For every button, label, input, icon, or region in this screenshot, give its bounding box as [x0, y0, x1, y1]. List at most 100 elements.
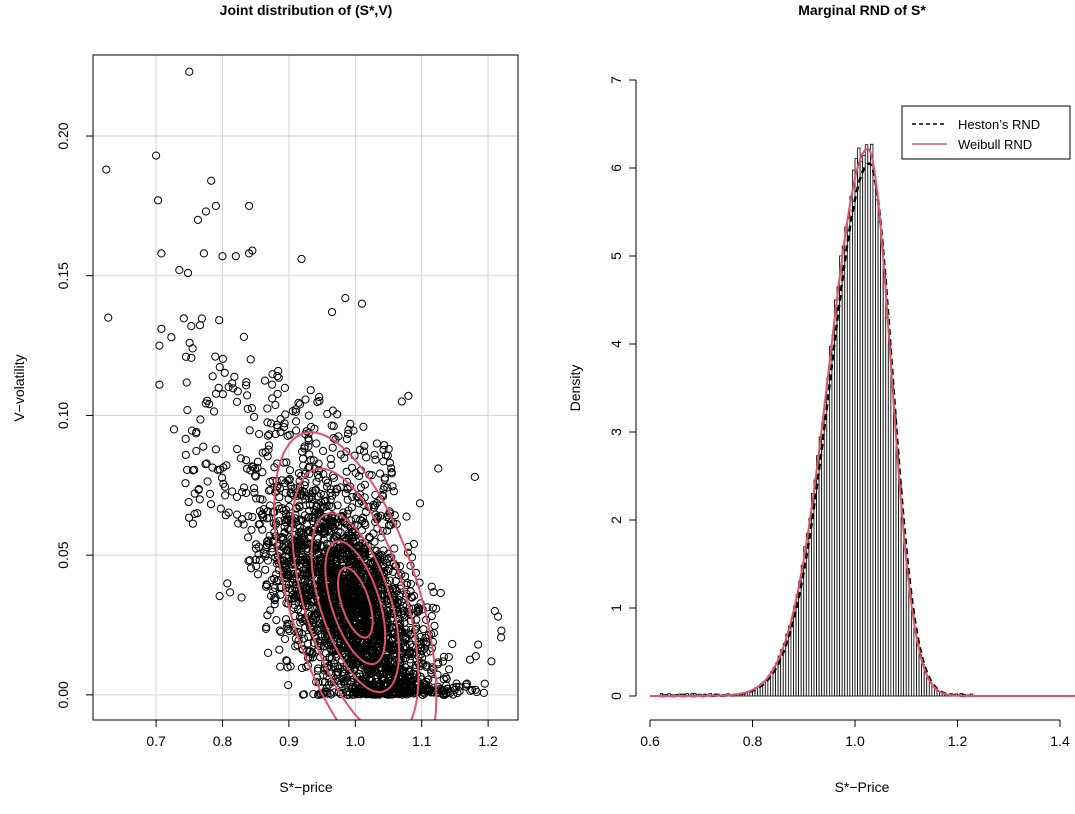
scatter-point — [434, 464, 443, 473]
scatter-point — [188, 519, 197, 528]
scatter-point — [349, 660, 358, 670]
scatter-point — [328, 491, 337, 500]
scatter-point — [347, 555, 356, 564]
scatter-point — [370, 450, 379, 460]
scatter-point — [187, 426, 196, 435]
scatter-point — [359, 422, 368, 431]
scatter-point — [342, 549, 351, 558]
scatter-point — [237, 515, 247, 524]
scatter-point — [325, 652, 334, 662]
scatter-point — [267, 419, 276, 428]
scatter-point — [264, 539, 273, 548]
scatter-point — [380, 441, 389, 450]
scatter-point — [348, 580, 358, 589]
scatter-point — [389, 646, 398, 655]
scatter-point — [229, 384, 238, 393]
density-curves — [650, 147, 1075, 698]
scatter-point — [487, 657, 496, 666]
scatter-point — [368, 637, 377, 646]
scatter-point — [333, 485, 342, 494]
scatter-point — [246, 355, 255, 364]
scatter-point — [224, 508, 233, 517]
scatter-point — [277, 476, 286, 485]
scatter-point — [355, 563, 364, 572]
scatter-point — [350, 590, 359, 599]
scatter-point — [374, 591, 383, 600]
scatter-point — [282, 458, 291, 467]
scatter-point — [155, 341, 164, 350]
scatter-point — [397, 397, 406, 406]
scatter-point — [354, 499, 363, 508]
scatter-point — [343, 640, 352, 649]
scatter-point — [280, 383, 289, 392]
scatter-point — [169, 425, 179, 434]
scatter-point — [289, 558, 298, 568]
scatter-point — [343, 509, 352, 518]
scatter-point — [293, 584, 302, 593]
scatter-point — [387, 469, 396, 478]
scatter-point — [250, 488, 259, 497]
scatter-point — [217, 473, 227, 482]
scatter-point — [297, 614, 306, 623]
scatter-point — [261, 565, 270, 574]
scatter-point — [336, 690, 345, 699]
scatter-point — [342, 435, 351, 444]
scatter-point — [237, 488, 246, 497]
scatter-point — [322, 518, 331, 527]
scatter-point — [299, 690, 308, 699]
scatter-point — [384, 567, 393, 576]
scatter-point — [328, 406, 337, 415]
scatter-point — [341, 634, 350, 644]
scatter-point — [428, 603, 437, 612]
scatter-point — [357, 655, 366, 664]
scatter-point — [321, 605, 331, 614]
scatter-point — [247, 462, 257, 471]
scatter-point — [252, 494, 261, 503]
scatter-point — [369, 529, 378, 538]
scatter-point — [181, 352, 191, 361]
scatter-point — [334, 664, 343, 673]
scatter-point — [369, 500, 378, 509]
scatter-point — [348, 492, 357, 502]
scatter-point — [354, 582, 363, 591]
scatter-point — [399, 610, 408, 619]
scatter-point — [263, 611, 272, 620]
scatter-point — [493, 612, 503, 621]
scatter-point — [272, 486, 281, 495]
contour-lines — [273, 431, 438, 720]
scatter-point — [315, 392, 324, 402]
scatter-point — [192, 429, 201, 438]
scatter-point — [325, 689, 334, 698]
scatter-point — [182, 378, 191, 387]
scatter-point — [268, 370, 277, 379]
scatter-point — [201, 207, 210, 216]
scatter-point — [276, 627, 285, 637]
scatter-point — [250, 412, 259, 421]
scatter-point — [242, 488, 251, 498]
scatter-point — [273, 371, 282, 381]
scatter-point — [347, 531, 356, 540]
scatter-point — [203, 477, 212, 486]
legend-label-weibull: Weibull RND — [958, 137, 1032, 152]
contour-line — [291, 467, 420, 720]
scatter-point — [379, 445, 388, 454]
scatter-point — [327, 460, 336, 470]
scatter-point — [232, 492, 242, 502]
scatter-point — [221, 511, 230, 520]
scatter-point — [175, 266, 184, 275]
scatter-point — [434, 688, 443, 697]
scatter-point — [291, 407, 300, 416]
scatter-point — [374, 550, 383, 559]
scatter-point — [385, 662, 394, 672]
scatter-point — [245, 556, 254, 565]
scatter-point — [195, 321, 205, 330]
histogram-y-axis: 0 1 2 3 4 5 6 7 — [608, 76, 637, 700]
scatter-point — [278, 533, 287, 542]
scatter-point — [314, 459, 323, 468]
scatter-point — [325, 527, 334, 536]
scatter-point — [401, 676, 410, 685]
scatter-point — [462, 679, 472, 688]
scatter-point — [181, 434, 190, 443]
x-tick-label: 1.4 — [1050, 733, 1070, 749]
